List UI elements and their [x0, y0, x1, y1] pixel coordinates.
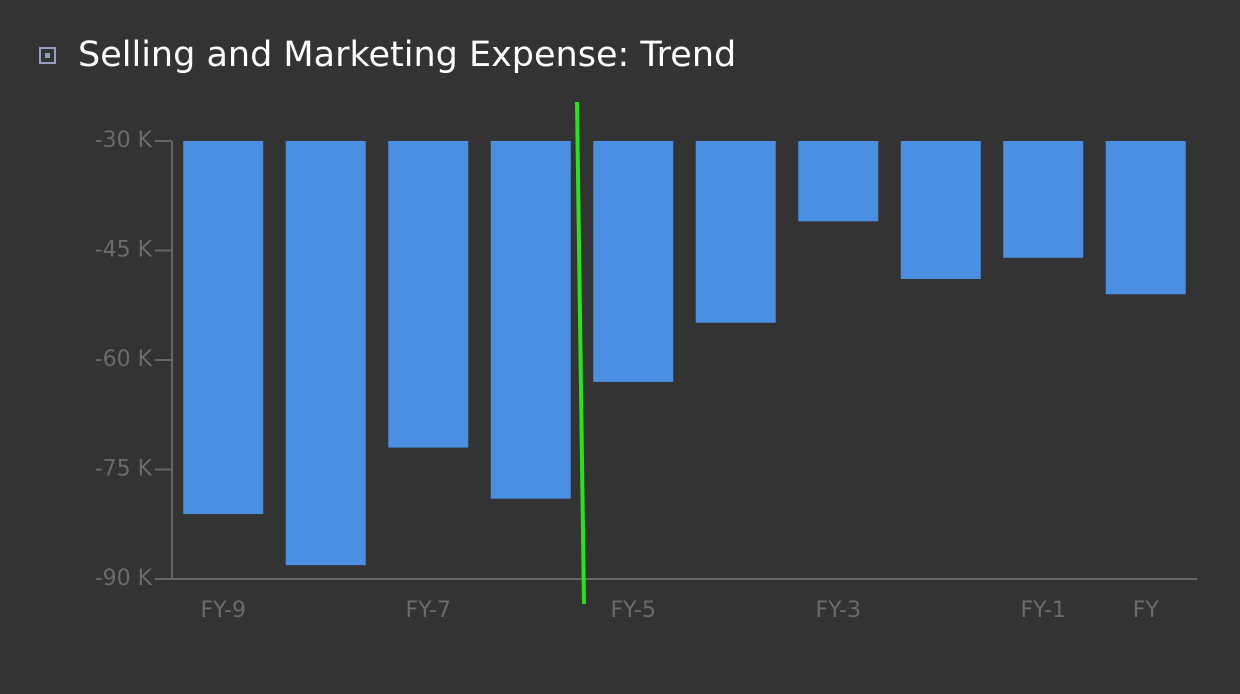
x-tick-label: FY-9 [201, 598, 246, 623]
bar [593, 141, 674, 382]
y-tick-label: -90 K [95, 566, 153, 591]
x-tick-label: FY-5 [611, 598, 656, 623]
y-tick-label: -30 K [95, 128, 153, 153]
chart-title: Selling and Marketing Expense: Trend [78, 35, 736, 75]
x-tick-label: FY-7 [406, 598, 451, 623]
marker-line [575, 101, 586, 605]
bar [1105, 141, 1186, 295]
bar [900, 141, 981, 279]
x-tick-label: FY-1 [1021, 598, 1066, 623]
x-tick-label: FY [1133, 598, 1160, 623]
bar [1003, 141, 1084, 258]
x-tick-label: FY-3 [816, 598, 861, 623]
y-tick-label: -60 K [95, 347, 153, 372]
bar [388, 141, 469, 448]
bar [695, 141, 776, 323]
bar [490, 141, 571, 499]
title-icon [39, 47, 56, 64]
bar [285, 141, 366, 566]
bar [798, 141, 879, 222]
y-tick-label: -75 K [95, 457, 153, 482]
title-icon-dot [45, 53, 50, 58]
bar [183, 141, 264, 515]
y-tick-label: -45 K [95, 238, 153, 263]
